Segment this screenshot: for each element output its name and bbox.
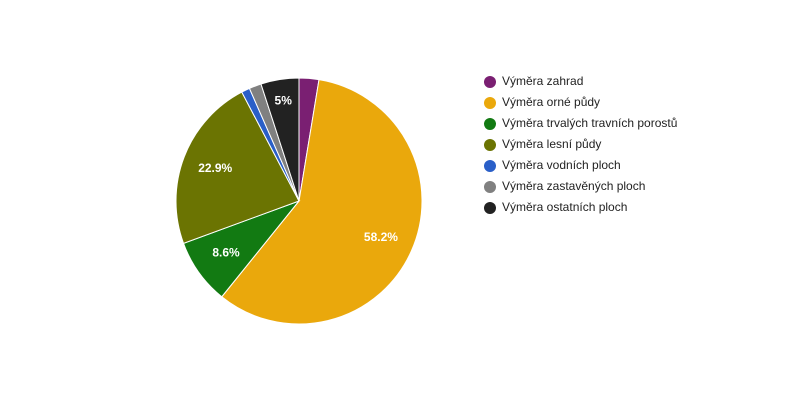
pie-slice	[175, 91, 300, 245]
legend-label: Výměra trvalých travních porostů	[502, 116, 677, 130]
slice-label: 58.2%	[364, 230, 398, 244]
legend-marker	[484, 202, 496, 214]
legend-marker	[484, 97, 496, 109]
legend-label: Výměra ostatních ploch	[502, 200, 627, 214]
legend-marker	[484, 181, 496, 193]
pie-slice	[221, 79, 423, 325]
slice-label: 22.9%	[198, 161, 232, 175]
legend-label: Výměra orné půdy	[502, 95, 600, 109]
legend-label: Výměra vodních ploch	[502, 158, 621, 172]
pie-slice	[260, 77, 300, 202]
legend-label: Výměra zastavěných ploch	[502, 179, 645, 193]
legend-marker	[484, 160, 496, 172]
slice-label: 8.6%	[212, 245, 240, 259]
slice-label: 5%	[275, 94, 293, 108]
legend-label: Výměra zahrad	[502, 74, 583, 88]
legend-label: Výměra lesní půdy	[502, 137, 601, 151]
legend-marker	[484, 76, 496, 88]
legend-marker	[484, 118, 496, 130]
legend-marker	[484, 139, 496, 151]
